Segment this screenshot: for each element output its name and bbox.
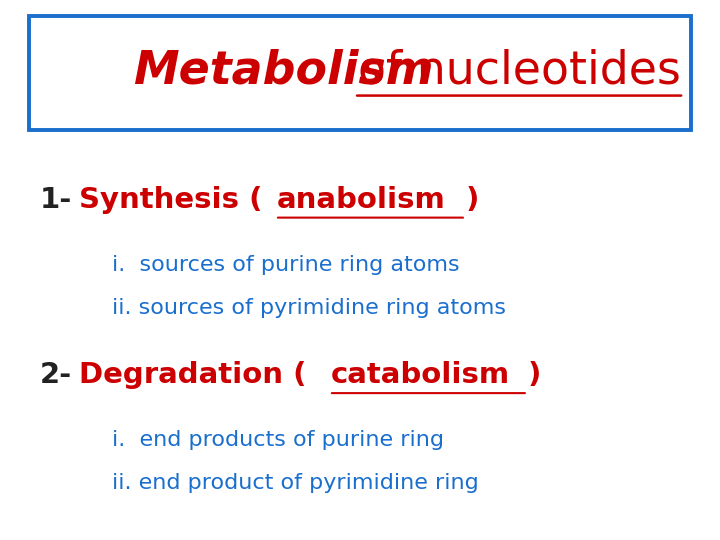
Text: anabolism: anabolism: [277, 186, 446, 214]
Text: 1-: 1-: [40, 186, 72, 214]
Text: ): ): [528, 361, 541, 389]
Text: Synthesis (: Synthesis (: [79, 186, 263, 214]
Text: Degradation (: Degradation (: [79, 361, 307, 389]
FancyBboxPatch shape: [29, 16, 691, 130]
Text: i.  end products of purine ring: i. end products of purine ring: [112, 430, 444, 450]
Text: catabolism: catabolism: [331, 361, 510, 389]
Text: ii. end product of pyrimidine ring: ii. end product of pyrimidine ring: [112, 473, 478, 494]
Text: ii. sources of pyrimidine ring atoms: ii. sources of pyrimidine ring atoms: [112, 298, 505, 318]
Text: Metabolism: Metabolism: [133, 49, 433, 94]
Text: i.  sources of purine ring atoms: i. sources of purine ring atoms: [112, 254, 459, 275]
Text: of nucleotides: of nucleotides: [358, 49, 680, 94]
Text: ): ): [466, 186, 480, 214]
Text: 2-: 2-: [40, 361, 72, 389]
